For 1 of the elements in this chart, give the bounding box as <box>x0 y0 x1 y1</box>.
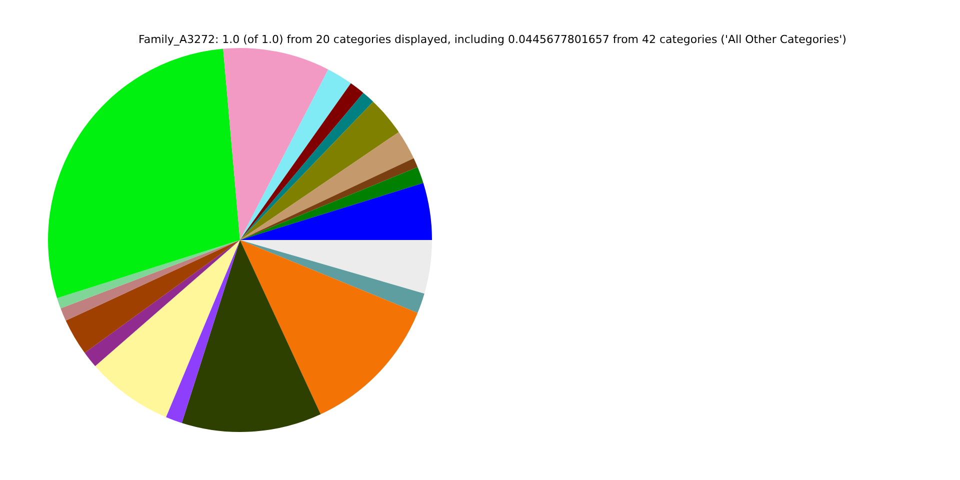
text: Family_A3272: 1.0 (of 1.0) from 20 categories displayed, including 0.0445677801657 from 42 categories ('All Other Categories') <box>138 33 848 46</box>
